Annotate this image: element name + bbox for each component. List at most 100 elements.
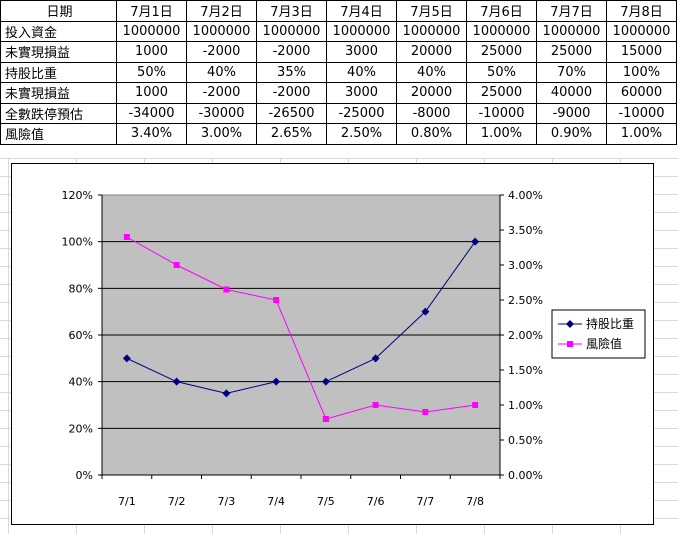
series-line-1 <box>126 241 476 394</box>
series-point-1 <box>421 307 430 316</box>
legend-label-1: 持股比重 <box>586 316 634 331</box>
value-cell[interactable]: 70% <box>536 61 607 83</box>
right-axis-tick-label: 2.50% <box>508 294 543 307</box>
row-label-cell[interactable]: 風險值 <box>0 123 117 145</box>
series-point-2 <box>372 402 379 408</box>
chart-area[interactable]: 0% 20% 40% 60% 80% 100% 120% 0.00% 0.50% 1.00% 1.5… <box>11 163 654 525</box>
series-point-2 <box>322 416 329 422</box>
value-cell[interactable]: 3000 <box>326 82 397 104</box>
value-cell[interactable]: 3.40% <box>116 123 187 145</box>
value-cell[interactable]: 20000 <box>396 41 467 63</box>
right-axis-tick-label: 1.50% <box>508 364 543 377</box>
x-axis-tick-label: 7/1 <box>118 495 136 508</box>
value-cell[interactable]: 15000 <box>606 41 677 63</box>
value-cell[interactable]: 0.90% <box>536 123 607 145</box>
value-cell[interactable]: -8000 <box>396 102 467 124</box>
right-axis-tick-label: 0.50% <box>508 434 543 447</box>
value-cell[interactable]: 1000000 <box>606 20 677 42</box>
value-cell[interactable]: 20000 <box>396 82 467 104</box>
table-row: 全數跌停預估 -34000 -30000 -26500 -25000 -8000 -1000… <box>0 102 677 124</box>
value-cell[interactable]: 2.50% <box>326 123 397 145</box>
series-point-2 <box>173 262 180 268</box>
header-cell-label[interactable]: 日期 <box>0 0 117 22</box>
left-axis-tick-label: 0% <box>76 469 93 482</box>
series-point-2 <box>273 297 280 303</box>
value-cell[interactable]: 1.00% <box>606 123 677 145</box>
header-cell-date[interactable]: 7月6日 <box>466 0 537 22</box>
value-cell[interactable]: 1000000 <box>466 20 537 42</box>
value-cell[interactable]: -9000 <box>536 102 607 124</box>
value-cell[interactable]: 1000 <box>116 41 187 63</box>
value-cell[interactable]: -2000 <box>186 41 257 63</box>
series-point-2 <box>123 234 130 240</box>
value-cell[interactable]: 1000000 <box>186 20 257 42</box>
value-cell[interactable]: 60000 <box>606 82 677 104</box>
header-cell-date[interactable]: 7月4日 <box>326 0 397 22</box>
value-cell[interactable]: -26500 <box>256 102 327 124</box>
value-cell[interactable]: 3000 <box>326 41 397 63</box>
value-cell[interactable]: 35% <box>256 61 327 83</box>
table-row: 持股比重 50% 40% 35% 40% 40% 50% 70% 100% <box>0 61 677 83</box>
value-cell[interactable]: 25000 <box>536 41 607 63</box>
value-cell[interactable]: 1.00% <box>466 123 537 145</box>
value-cell[interactable]: 1000000 <box>116 20 187 42</box>
series-point-1 <box>172 377 181 386</box>
header-cell-date[interactable]: 7月3日 <box>256 0 327 22</box>
value-cell[interactable]: -10000 <box>606 102 677 124</box>
header-cell-date[interactable]: 7月8日 <box>606 0 677 22</box>
value-cell[interactable]: 100% <box>606 61 677 83</box>
header-cell-date[interactable]: 7月5日 <box>396 0 467 22</box>
value-cell[interactable]: -34000 <box>116 102 187 124</box>
x-axis-tick-label: 7/7 <box>417 495 435 508</box>
value-cell[interactable]: 40000 <box>536 82 607 104</box>
value-cell[interactable]: 1000000 <box>326 20 397 42</box>
value-cell[interactable]: -30000 <box>186 102 257 124</box>
row-label-cell[interactable]: 持股比重 <box>0 61 117 83</box>
series-line-2 <box>126 236 476 420</box>
right-axis-tick-label: 0.00% <box>508 469 543 482</box>
value-cell[interactable]: 25000 <box>466 82 537 104</box>
legend-marker-2 <box>567 341 573 347</box>
header-cell-date[interactable]: 7月7日 <box>536 0 607 22</box>
x-axis-tick-label: 7/6 <box>367 495 385 508</box>
value-cell[interactable]: -2000 <box>256 41 327 63</box>
value-cell[interactable]: 40% <box>396 61 467 83</box>
series-point-1 <box>471 237 480 246</box>
value-cell[interactable]: -10000 <box>466 102 537 124</box>
series-point-2 <box>472 402 479 408</box>
legend-box <box>551 309 646 359</box>
value-cell[interactable]: 3.00% <box>186 123 257 145</box>
legend-marker-1 <box>566 320 574 328</box>
left-axis-tick-label: 120% <box>62 189 93 202</box>
row-label-cell[interactable]: 未實現損益 <box>0 41 117 63</box>
header-cell-date[interactable]: 7月1日 <box>116 0 187 22</box>
right-axis-tick-label: 3.50% <box>508 224 543 237</box>
value-cell[interactable]: -2000 <box>256 82 327 104</box>
series-point-1 <box>371 354 380 363</box>
right-axis-tick-label: 1.00% <box>508 399 543 412</box>
value-cell[interactable]: 50% <box>466 61 537 83</box>
x-axis-tick-label: 7/3 <box>218 495 236 508</box>
value-cell[interactable]: 1000 <box>116 82 187 104</box>
left-axis-tick-label: 80% <box>69 282 93 295</box>
value-cell[interactable]: 40% <box>326 61 397 83</box>
series-point-1 <box>272 377 281 386</box>
value-cell[interactable]: 2.65% <box>256 123 327 145</box>
value-cell[interactable]: 1000000 <box>536 20 607 42</box>
table-row: 風險值 3.40% 3.00% 2.65% 2.50% 0.80% 1.00% 0.90% 1.… <box>0 123 677 145</box>
row-label-cell[interactable]: 投入資金 <box>0 20 117 42</box>
left-axis-tick-label: 100% <box>62 236 93 249</box>
value-cell[interactable]: 0.80% <box>396 123 467 145</box>
value-cell[interactable]: 25000 <box>466 41 537 63</box>
value-cell[interactable]: -2000 <box>186 82 257 104</box>
value-cell[interactable]: 50% <box>116 61 187 83</box>
value-cell[interactable]: 1000000 <box>396 20 467 42</box>
value-cell[interactable]: 40% <box>186 61 257 83</box>
row-label-cell[interactable]: 未實現損益 <box>0 82 117 104</box>
header-cell-date[interactable]: 7月2日 <box>186 0 257 22</box>
row-label-cell[interactable]: 全數跌停預估 <box>0 102 117 124</box>
value-cell[interactable]: 1000000 <box>256 20 327 42</box>
table-row: 投入資金 1000000 1000000 1000000 1000000 1000000 1… <box>0 20 677 42</box>
value-cell[interactable]: -25000 <box>326 102 397 124</box>
x-axis-tick-label: 7/2 <box>168 495 186 508</box>
